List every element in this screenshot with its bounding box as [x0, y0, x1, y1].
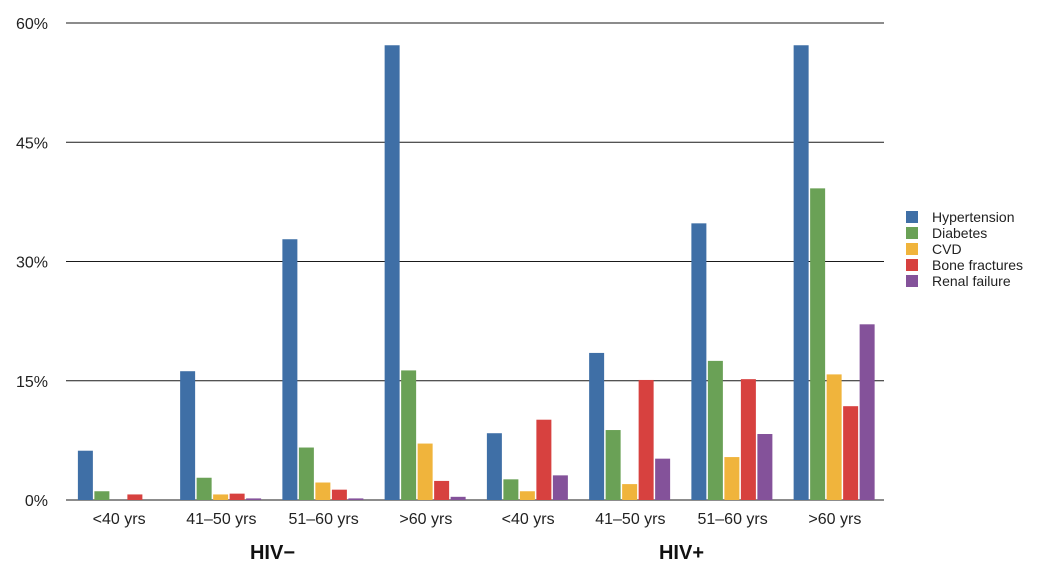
bar-diabetes — [605, 430, 621, 500]
bar-diabetes — [94, 491, 110, 500]
bar-renal-failure — [246, 498, 262, 500]
bar-hypertension — [589, 352, 605, 500]
bar-cvd — [519, 491, 535, 500]
bar-cvd — [417, 443, 433, 500]
bar-cvd — [315, 482, 331, 500]
x-tick-label: <40 yrs — [502, 511, 555, 528]
legend-label: Bone fractures — [932, 257, 1023, 273]
x-tick-label: >60 yrs — [399, 511, 452, 528]
bar-diabetes — [401, 370, 417, 500]
bar-renal-failure — [348, 498, 364, 500]
legend-swatch — [906, 243, 918, 255]
bars — [77, 45, 875, 501]
bar-hypertension — [691, 223, 707, 500]
legend-swatch — [906, 275, 918, 287]
bar-cvd — [826, 374, 842, 500]
bar-hypertension — [793, 45, 809, 500]
y-tick-label: 30% — [16, 255, 48, 272]
bar-bone-fractures — [331, 489, 347, 500]
legend-swatch — [906, 211, 918, 223]
legend-label: Renal failure — [932, 273, 1011, 289]
x-tick-label: <40 yrs — [93, 511, 146, 528]
x-tick-label: 51–60 yrs — [697, 511, 767, 528]
bar-diabetes — [810, 188, 826, 501]
legend-label: CVD — [932, 241, 962, 257]
bar-renal-failure — [757, 434, 773, 500]
bar-diabetes — [707, 360, 723, 501]
x-tick-label: >60 yrs — [808, 511, 861, 528]
bar-hypertension — [180, 371, 196, 500]
x-tick-label: 41–50 yrs — [595, 511, 665, 528]
legend-label: Hypertension — [932, 209, 1015, 225]
legend-swatch — [906, 259, 918, 271]
bar-cvd — [213, 494, 229, 500]
bar-renal-failure — [552, 475, 568, 500]
legend-label: Diabetes — [932, 225, 987, 241]
axes: 0% 15% 30% 45% 60% <40 yrs 41–50 yrs 51–60 yrs >… — [16, 16, 861, 564]
legend-swatch — [906, 227, 918, 239]
y-tick-label: 15% — [16, 374, 48, 391]
y-tick-label: 45% — [16, 135, 48, 152]
bar-bone-fractures — [127, 494, 143, 500]
x-tick-label: 41–50 yrs — [186, 511, 256, 528]
bar-bone-fractures — [638, 379, 654, 500]
group-label: HIV+ — [659, 542, 704, 564]
bar-bone-fractures — [843, 406, 859, 500]
bar-bone-fractures — [536, 419, 552, 500]
bar-bone-fractures — [229, 493, 245, 500]
bar-hypertension — [77, 450, 93, 500]
bar-cvd — [724, 457, 740, 500]
group-label: HIV− — [250, 542, 295, 564]
y-tick-label: 60% — [16, 16, 48, 33]
bar-hypertension — [486, 433, 502, 500]
bar-hypertension — [282, 239, 298, 501]
bar-bone-fractures — [740, 379, 756, 500]
x-tick-label: 51–60 yrs — [288, 511, 358, 528]
bar-renal-failure — [450, 496, 466, 500]
bar-diabetes — [196, 477, 212, 500]
bar-renal-failure — [655, 458, 671, 500]
bar-diabetes — [503, 479, 519, 500]
bar-hypertension — [384, 45, 400, 500]
bar-bone-fractures — [434, 480, 450, 500]
y-tick-label: 0% — [25, 493, 48, 510]
bar-cvd — [622, 484, 638, 500]
bar-diabetes — [298, 447, 314, 500]
bar-renal-failure — [859, 324, 875, 500]
